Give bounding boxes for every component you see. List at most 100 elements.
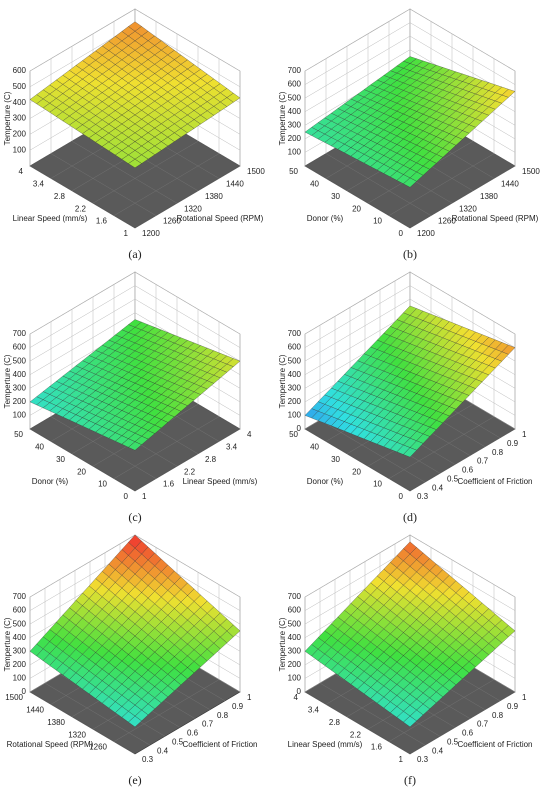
y-tick-label: 50 [289, 430, 298, 439]
y-tick-label: 3.4 [308, 706, 320, 715]
z-axis-label: Temperture (C) [3, 617, 12, 671]
x-tick-label: 0.6 [462, 729, 474, 738]
y-tick-label: 4 [19, 167, 24, 176]
x-tick-label: 0.9 [507, 702, 519, 711]
z-tick-label: 300 [13, 646, 27, 655]
floor-grid [29, 428, 136, 492]
z-tick-label: 600 [13, 606, 27, 615]
y-tick-label: 20 [352, 467, 361, 476]
z-tick-label: 300 [13, 383, 27, 392]
z-tick-label: 300 [288, 646, 302, 655]
z-tick-label: 600 [288, 606, 302, 615]
x-tick-label: 0.7 [477, 457, 489, 466]
z-tick-label: 400 [13, 98, 27, 107]
x-tick-label: 0.9 [507, 439, 519, 448]
x-tick-label: 0.9 [232, 702, 244, 711]
x-tick-label: 0.3 [417, 755, 429, 764]
z-axis-label: Temperture (C) [278, 617, 287, 671]
y-tick-label: 1320 [68, 730, 86, 739]
y-axis-label: Donor (%) [32, 477, 69, 486]
y-axis-label: Linear Speed (mm/s) [288, 740, 363, 749]
floor-grid [134, 165, 241, 229]
y-tick-label: 1 [399, 755, 404, 764]
z-tick-label: 300 [13, 114, 27, 123]
x-tick-label: 0.8 [217, 711, 229, 720]
z-tick-label: 500 [13, 619, 27, 628]
x-tick-label: 1320 [459, 204, 477, 213]
floor-grid [388, 416, 495, 479]
x-axis-label: Coefficient of Friction [183, 740, 258, 749]
z-tick-label: 100 [13, 674, 27, 683]
z-tick-label: 100 [13, 145, 27, 154]
floor-grid [319, 682, 426, 746]
x-tick-label: 0.7 [202, 720, 214, 729]
y-tick-label: 1260 [89, 743, 107, 752]
x-tick-label: 1440 [501, 180, 519, 189]
y-tick-label: 30 [56, 455, 65, 464]
y-axis-label: Donor (%) [307, 477, 344, 486]
z-tick-label: 600 [13, 66, 27, 75]
floor-grid [304, 691, 411, 755]
y-axis-label: Rotational Speed (RPM) [7, 740, 94, 749]
x-tick-label: 1380 [480, 192, 498, 201]
z-tick-label: 200 [13, 660, 27, 669]
y-axis-label: Donor (%) [307, 214, 344, 223]
floor-grid [50, 416, 157, 479]
x-tick-label: 1200 [417, 229, 435, 238]
y-tick-label: 50 [289, 167, 298, 176]
surface-cell [403, 177, 417, 188]
y-tick-label: 2.8 [54, 192, 66, 201]
y-tick-label: 2.8 [329, 718, 341, 727]
x-tick-label: 0.4 [157, 746, 169, 755]
surface-cell [403, 447, 417, 458]
z-tick-label: 500 [288, 93, 302, 102]
z-tick-label: 100 [13, 411, 27, 420]
z-tick-label: 200 [13, 129, 27, 138]
surface-cell [128, 159, 142, 168]
y-tick-label: 40 [35, 443, 44, 452]
x-tick-label: 0.3 [142, 755, 154, 764]
x-axis-label: Rotational Speed (RPM) [177, 214, 264, 223]
x-tick-label: 0.5 [172, 737, 184, 746]
z-tick-label: 0 [22, 687, 27, 696]
floor-grid [50, 153, 157, 216]
z-tick-label: 100 [288, 148, 302, 157]
x-tick-label: 0.4 [432, 483, 444, 492]
floor-grid [409, 691, 516, 755]
surface-cell [128, 715, 142, 728]
z-tick-label: 200 [288, 134, 302, 143]
z-tick-label: 0 [297, 687, 302, 696]
x-tick-label: 1.6 [163, 480, 175, 489]
x-tick-label: 0.6 [187, 729, 199, 738]
surface-cell [403, 715, 417, 728]
x-tick-label: 1500 [247, 167, 265, 176]
z-axis-label: Temperture (C) [278, 91, 287, 145]
y-tick-label: 50 [14, 430, 23, 439]
y-tick-label: 0 [124, 492, 129, 501]
z-tick-label: 500 [13, 356, 27, 365]
y-tick-label: 2.2 [75, 204, 87, 213]
floor-grid [113, 153, 220, 216]
z-axis-label: Temperture (C) [278, 354, 287, 408]
z-axis-label: Temperture (C) [3, 91, 12, 145]
y-tick-label: 1 [124, 229, 129, 238]
floor-grid [134, 428, 241, 492]
floor-grid [113, 416, 220, 479]
z-tick-label: 500 [288, 356, 302, 365]
x-tick-label: 1260 [163, 217, 181, 226]
z-tick-label: 400 [288, 370, 302, 379]
y-tick-label: 0 [399, 229, 404, 238]
z-tick-label: 200 [288, 397, 302, 406]
y-tick-label: 10 [98, 480, 107, 489]
x-axis-label: Coefficient of Friction [458, 477, 533, 486]
z-tick-label: 200 [13, 397, 27, 406]
x-tick-label: 1380 [205, 192, 223, 201]
y-tick-label: 2.2 [350, 730, 362, 739]
floor-grid [388, 153, 495, 216]
panel-label: (b) [403, 247, 417, 261]
z-tick-label: 100 [288, 411, 302, 420]
y-tick-label: 1500 [5, 693, 23, 702]
panel-label: (a) [128, 247, 141, 261]
x-axis-label: Coefficient of Friction [458, 740, 533, 749]
floor-grid [319, 419, 426, 483]
